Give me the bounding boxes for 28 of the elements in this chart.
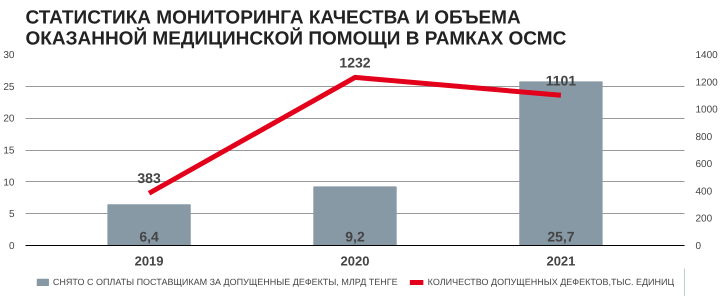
y2-tick-label: 1000 <box>696 104 718 116</box>
y2-tick-label: 1400 <box>696 50 718 61</box>
data-label: 383 <box>137 170 161 186</box>
data-label: 1232 <box>339 54 371 70</box>
x-tick-label: 2020 <box>340 254 370 268</box>
data-label: 9,2 <box>345 228 365 244</box>
y2-tick-label: 400 <box>696 186 713 198</box>
legend-label: КОЛИЧЕСТВО ДОПУЩЕННЫХ ДЕФЕКТОВ,ТЫС. ЕДИНИЦ <box>428 277 674 287</box>
y2-tick-label: 600 <box>696 159 713 170</box>
y-tick-label: 20 <box>3 114 15 125</box>
y2-tick-label: 1200 <box>696 77 718 88</box>
x-tick-label: 2019 <box>134 254 164 268</box>
y-tick-label: 0 <box>8 241 15 252</box>
legend-label: СНЯТО С ОПЛАТЫ ПОСТАВЩИКАМ ЗА ДОПУЩЕННЫЕ ДЕФЕКТЫ, МЛРД ТЕНГЕ <box>52 277 398 287</box>
y-tick-label: 15 <box>3 146 15 156</box>
y2-tick-label: 800 <box>696 132 713 143</box>
y2-tick-label: 200 <box>696 214 713 225</box>
y-tick-label: 5 <box>8 209 15 220</box>
bar <box>313 186 397 246</box>
y2-tick-label: 0 <box>696 241 702 252</box>
y-tick-label: 30 <box>3 50 15 61</box>
chart-title: СТАТИСТИКА МОНИТОРИНГА КАЧЕСТВА И ОБЪЕМА ОКАЗАННОЙ МЕДИЦИНСКОЙ ПОМОЩИ В РАМКАХ ОСМС <box>26 8 567 50</box>
data-label: 25,7 <box>547 228 575 244</box>
x-tick-label: 2021 <box>546 254 576 268</box>
bar <box>107 204 191 246</box>
data-label: 6,4 <box>139 228 160 244</box>
y-tick-label: 10 <box>3 177 15 188</box>
y-tick-label: 25 <box>3 82 15 93</box>
